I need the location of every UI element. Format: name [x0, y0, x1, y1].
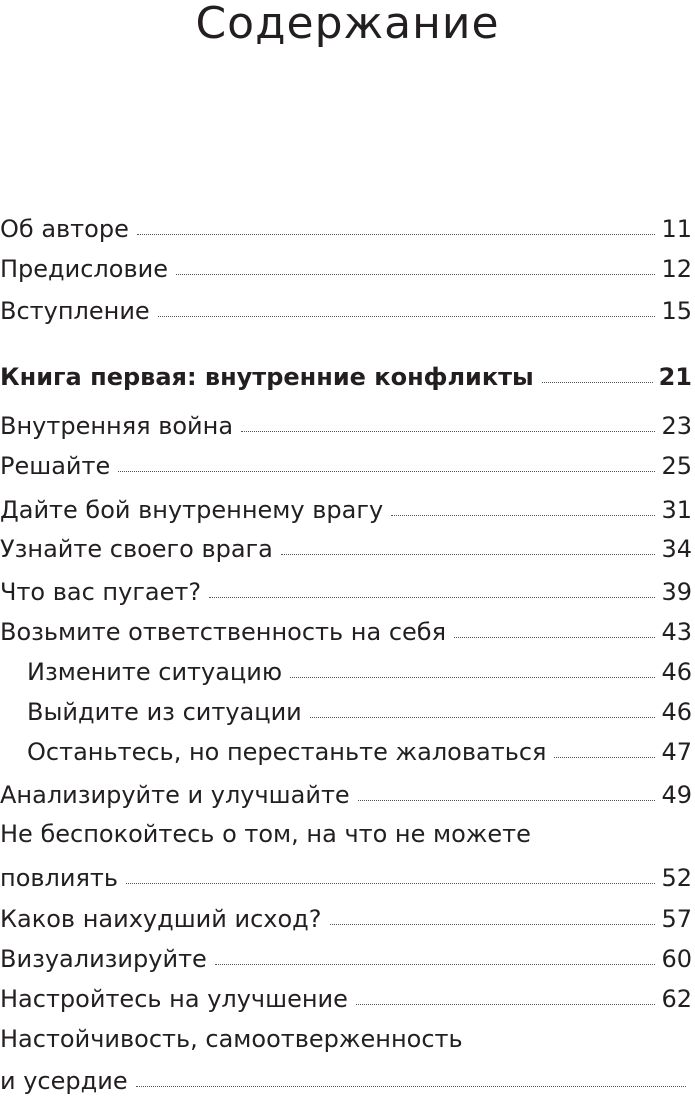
toc-entry: Предисловие 12	[0, 249, 692, 289]
page-number: 39	[661, 578, 692, 606]
dot-leader	[135, 1086, 686, 1087]
entry-text: Книга первая: внутренние конфликты	[0, 363, 534, 391]
toc-entry: Решайте 25	[0, 446, 692, 486]
entry-text: Каков наихудший исход?	[0, 905, 322, 933]
entry-text: Дайте бой внутреннему врагу	[0, 496, 384, 524]
entry-text: и усердие	[0, 1067, 128, 1095]
page-number: 34	[661, 535, 692, 563]
entry-text: Визуализируйте	[0, 945, 207, 973]
page-number: 47	[661, 738, 692, 766]
dot-leader	[280, 554, 656, 555]
page-number: 46	[661, 698, 692, 726]
entry-text: Предисловие	[0, 255, 168, 283]
toc-entry: Не беспокойтесь о том, на что не можете	[0, 814, 692, 854]
toc-entry: Каков наихудший исход? 57	[0, 899, 692, 939]
entry-text: Анализируйте и улучшайте	[0, 781, 350, 809]
page-number: 43	[661, 618, 692, 646]
entry-text: Узнайте своего врага	[0, 535, 273, 563]
page-number: 21	[658, 363, 692, 391]
toc-entry: Настройтесь на улучшение 62	[0, 979, 692, 1019]
page-number: 57	[661, 905, 692, 933]
toc-entry: Книга первая: внутренние конфликты 21	[0, 357, 692, 397]
toc-entry: Настойчивость, самоотверженность	[0, 1019, 692, 1059]
toc-entry: повлиять 52	[0, 858, 692, 898]
page-number: 49	[661, 781, 692, 809]
page-number: 23	[661, 412, 692, 440]
page-number: 31	[661, 496, 692, 524]
entry-text: Не беспокойтесь о том, на что не можете	[0, 820, 531, 848]
toc-entry: Внутренняя война 23	[0, 406, 692, 446]
toc-entry: Узнайте своего врага 34	[0, 529, 692, 569]
dot-leader	[209, 597, 656, 598]
entry-text: повлиять	[0, 864, 119, 892]
dot-leader	[541, 382, 653, 383]
dot-leader	[329, 924, 656, 925]
entry-text: Решайте	[0, 452, 111, 480]
toc-entry: Вступление 15	[0, 291, 692, 331]
entry-text: Настройтесь на улучшение	[0, 985, 348, 1013]
dot-leader	[175, 274, 656, 275]
toc-entry: Измените ситуацию 46	[27, 652, 692, 692]
entry-text: Останьтесь, но перестаньте жаловаться	[27, 738, 547, 766]
title: Содержание	[195, 0, 500, 49]
entry-text: Что вас пугает?	[0, 578, 202, 606]
dot-leader	[241, 431, 656, 432]
page-number: 12	[661, 255, 692, 283]
dot-leader	[157, 316, 656, 317]
page-number: 62	[661, 985, 692, 1013]
page-number: 60	[661, 945, 692, 973]
entry-text: Об авторе	[0, 215, 129, 243]
entry-text: Внутренняя война	[0, 412, 234, 440]
page-number: 25	[661, 452, 692, 480]
entry-text: Выйдите из ситуации	[27, 698, 302, 726]
page-number: 15	[661, 297, 692, 325]
toc-entry: Возьмите ответственность на себя 43	[0, 612, 692, 652]
entry-text: Настойчивость, самоотверженность	[0, 1025, 463, 1053]
page-number: 11	[661, 215, 692, 243]
entry-text: Возьмите ответственность на себя	[0, 618, 447, 646]
dot-leader	[136, 234, 656, 235]
toc-entry: Об авторе 11	[0, 209, 692, 249]
dot-leader	[391, 515, 656, 516]
page-number: 52	[661, 864, 692, 892]
dot-leader	[309, 717, 656, 718]
entry-text: Измените ситуацию	[27, 658, 283, 686]
toc-entry: Анализируйте и улучшайте 49	[0, 775, 692, 815]
toc-entry: Визуализируйте 60	[0, 939, 692, 979]
toc-entry: Выйдите из ситуации 46	[27, 692, 692, 732]
entry-text: Вступление	[0, 297, 150, 325]
toc-entry: Что вас пугает? 39	[0, 572, 692, 612]
dot-leader	[357, 800, 656, 801]
dot-leader	[290, 677, 656, 678]
toc-entry: Дайте бой внутреннему врагу 31	[0, 490, 692, 530]
dot-leader	[454, 637, 656, 638]
dot-leader	[554, 757, 656, 758]
dot-leader	[118, 471, 656, 472]
dot-leader	[355, 1004, 656, 1005]
page-number: 46	[661, 658, 692, 686]
dot-leader	[126, 883, 656, 884]
toc-entry: и усердие	[0, 1061, 692, 1101]
toc-entry: Останьтесь, но перестаньте жаловаться 47	[27, 732, 692, 772]
dot-leader	[214, 964, 656, 965]
